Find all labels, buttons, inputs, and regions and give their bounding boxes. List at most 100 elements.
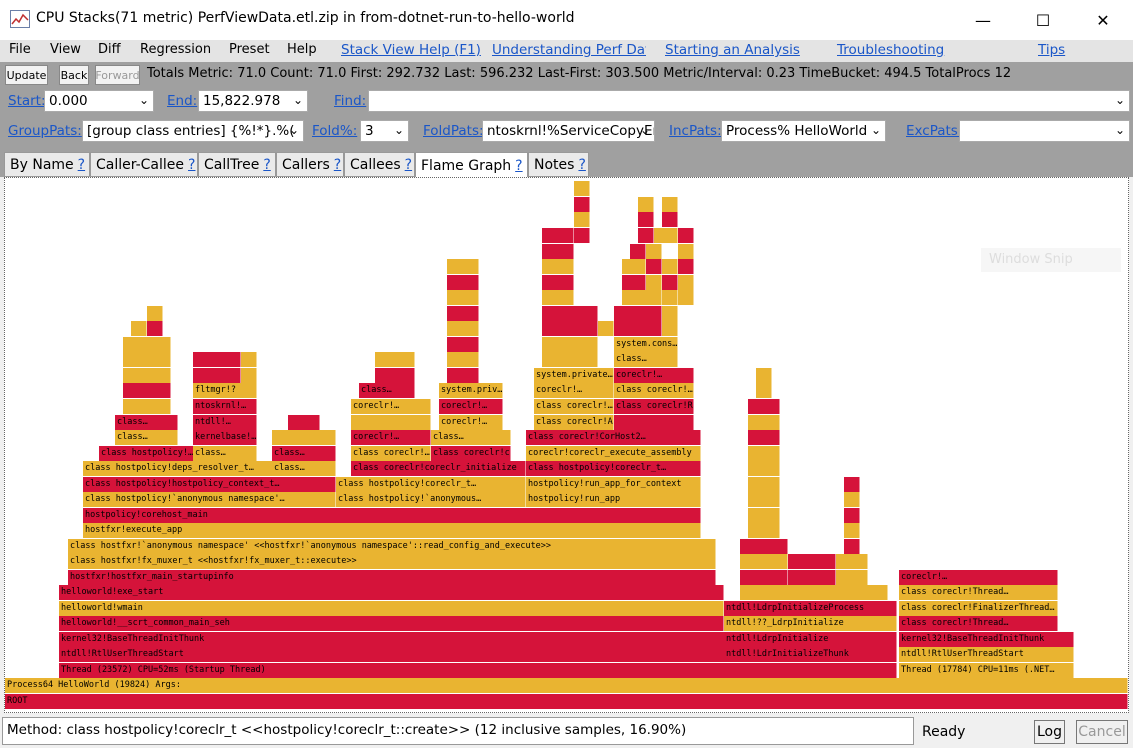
flame-frame[interactable]	[662, 290, 678, 305]
flame-frame[interactable]	[614, 415, 694, 430]
flame-frame[interactable]	[622, 290, 662, 305]
forward-button[interactable]: Forward	[95, 65, 140, 85]
flame-frame[interactable]	[622, 275, 646, 290]
flame-frame[interactable]	[147, 321, 163, 336]
tab-help-link[interactable]: ?	[578, 156, 586, 173]
flame-frame[interactable]	[542, 321, 598, 336]
flame-frame[interactable]	[241, 352, 257, 367]
cancel-button[interactable]: Cancel	[1076, 720, 1128, 744]
flame-frame[interactable]	[542, 306, 598, 321]
menu-view[interactable]: View	[50, 42, 81, 57]
flame-frame[interactable]	[646, 244, 662, 259]
flame-frame[interactable]	[740, 570, 788, 585]
tab-calltree[interactable]: CallTree?	[198, 152, 276, 177]
flame-frame[interactable]	[574, 197, 590, 212]
tab-notes[interactable]: Notes?	[528, 152, 589, 177]
end-label[interactable]: End:	[167, 93, 198, 109]
flame-frame[interactable]: kernelbase!…	[193, 430, 257, 445]
chevron-down-icon[interactable]: ⌄	[292, 93, 303, 107]
flame-frame[interactable]: hostpolicy!corehost_main	[83, 508, 701, 523]
flame-frame[interactable]: class coreclr!Assembly…	[534, 415, 614, 430]
flame-frame[interactable]: ntdll!??_LdrpInitialize	[724, 616, 897, 631]
flame-frame[interactable]: Thread (17784) CPU=11ms (.NET…	[899, 663, 1074, 678]
flame-frame[interactable]: class…	[193, 446, 257, 461]
flame-frame[interactable]: class coreclr!RunMain	[614, 399, 694, 414]
menu-help[interactable]: Help	[287, 42, 317, 57]
flame-frame[interactable]: class hostpolicy!`anonymous namespace'…	[83, 492, 336, 507]
flame-frame[interactable]	[447, 352, 479, 367]
grouppats-label[interactable]: GroupPats:	[8, 123, 82, 139]
flame-frame[interactable]: helloworld!__scrt_common_main_seh	[59, 616, 724, 631]
flame-frame[interactable]	[662, 212, 678, 227]
flame-frame[interactable]: class coreclr!CorHost2…	[526, 430, 701, 445]
flame-frame[interactable]	[678, 275, 694, 290]
flame-frame[interactable]: ntdll!LdrpInitialize	[724, 632, 897, 647]
flame-frame[interactable]	[447, 306, 479, 321]
minimize-button[interactable]: —	[975, 10, 991, 30]
flame-frame[interactable]: coreclr!…	[439, 415, 503, 430]
flame-frame[interactable]: class hostpolicy!…	[99, 446, 194, 461]
flame-frame[interactable]	[542, 228, 574, 243]
flame-frame[interactable]: ntoskrnl!…	[193, 399, 257, 414]
tab-help-link[interactable]: ?	[404, 156, 413, 173]
flame-frame[interactable]: class…	[614, 352, 678, 367]
flame-frame[interactable]: Thread (23572) CPU=52ms (Startup Thread)	[59, 663, 897, 678]
flame-frame[interactable]: class…	[115, 430, 178, 445]
flame-graph-canvas[interactable]: ROOT Process64 HelloWorld (19824) Args: …	[4, 177, 1129, 713]
chevron-down-icon[interactable]: ⌄	[138, 93, 149, 107]
flame-frame[interactable]	[678, 259, 694, 274]
chevron-down-icon[interactable]: ⌄	[393, 123, 404, 137]
flame-frame[interactable]	[288, 415, 320, 430]
incpats-label[interactable]: IncPats:	[669, 123, 722, 139]
flame-frame[interactable]: class…	[359, 383, 415, 398]
flame-frame[interactable]	[123, 383, 171, 398]
end-field[interactable]: 15,822.978 ⌄	[198, 90, 308, 112]
tab-help-link[interactable]: ?	[77, 156, 86, 173]
flame-frame[interactable]	[447, 337, 479, 352]
tab-help-link[interactable]: ?	[263, 156, 271, 173]
flame-frame[interactable]	[662, 306, 678, 321]
flame-frame[interactable]	[638, 228, 654, 243]
start-label[interactable]: Start:	[8, 93, 46, 109]
flame-frame[interactable]	[662, 197, 678, 212]
flame-frame[interactable]	[638, 197, 654, 212]
flame-frame[interactable]: coreclr!…	[351, 430, 431, 445]
flame-frame[interactable]: helloworld!exe_start	[59, 585, 724, 600]
flame-frame[interactable]: coreclr!…	[351, 399, 431, 414]
flame-frame[interactable]: kernel32!BaseThreadInitThunk	[899, 632, 1074, 647]
chevron-down-icon[interactable]: ⌄	[1114, 93, 1125, 107]
excpats-label[interactable]: ExcPats:	[906, 123, 963, 139]
flame-frame[interactable]: ntdll!LdrInitializeThunk	[724, 647, 897, 662]
flame-frame[interactable]	[447, 368, 479, 383]
flame-frame[interactable]	[748, 477, 780, 492]
link-tips[interactable]: Tips	[1038, 42, 1066, 58]
flame-frame[interactable]: ntdll!LdrpInitializeProcess	[724, 601, 897, 616]
flame-frame[interactable]	[740, 539, 788, 554]
tab-help-link[interactable]: ?	[188, 156, 196, 173]
flame-frame[interactable]	[614, 321, 662, 336]
flame-frame[interactable]: class coreclr!Thread…	[899, 585, 1058, 600]
flame-frame[interactable]	[844, 492, 860, 507]
flame-frame[interactable]: class hostpolicy!hostpolicy_context_t…	[83, 477, 336, 492]
flame-frame[interactable]	[131, 321, 147, 336]
link-starting-analysis[interactable]: Starting an Analysis	[665, 42, 800, 58]
flame-frame[interactable]	[662, 321, 678, 336]
menu-regression[interactable]: Regression	[140, 42, 212, 57]
flame-frame[interactable]: system.private…	[534, 368, 614, 383]
flame-frame[interactable]: hostfxr!hostfxr_main_startupinfo	[68, 570, 716, 585]
flame-frame[interactable]	[447, 290, 479, 305]
flame-frame[interactable]	[654, 228, 678, 243]
flame-frame[interactable]	[542, 244, 574, 259]
flame-frame[interactable]	[844, 523, 860, 538]
log-button[interactable]: Log	[1034, 720, 1065, 744]
flame-frame[interactable]	[844, 477, 860, 492]
flame-frame[interactable]	[662, 259, 678, 274]
flame-frame[interactable]	[351, 415, 431, 430]
flame-frame[interactable]	[638, 212, 654, 227]
flame-frame[interactable]: ntdll!RtlUserThreadStart	[899, 647, 1074, 662]
tab-by-name[interactable]: By Name?	[4, 152, 90, 177]
tab-callers[interactable]: Callers?	[276, 152, 344, 177]
flame-frame[interactable]	[622, 259, 646, 274]
flame-frame[interactable]	[748, 508, 780, 523]
flame-frame[interactable]	[542, 352, 598, 367]
